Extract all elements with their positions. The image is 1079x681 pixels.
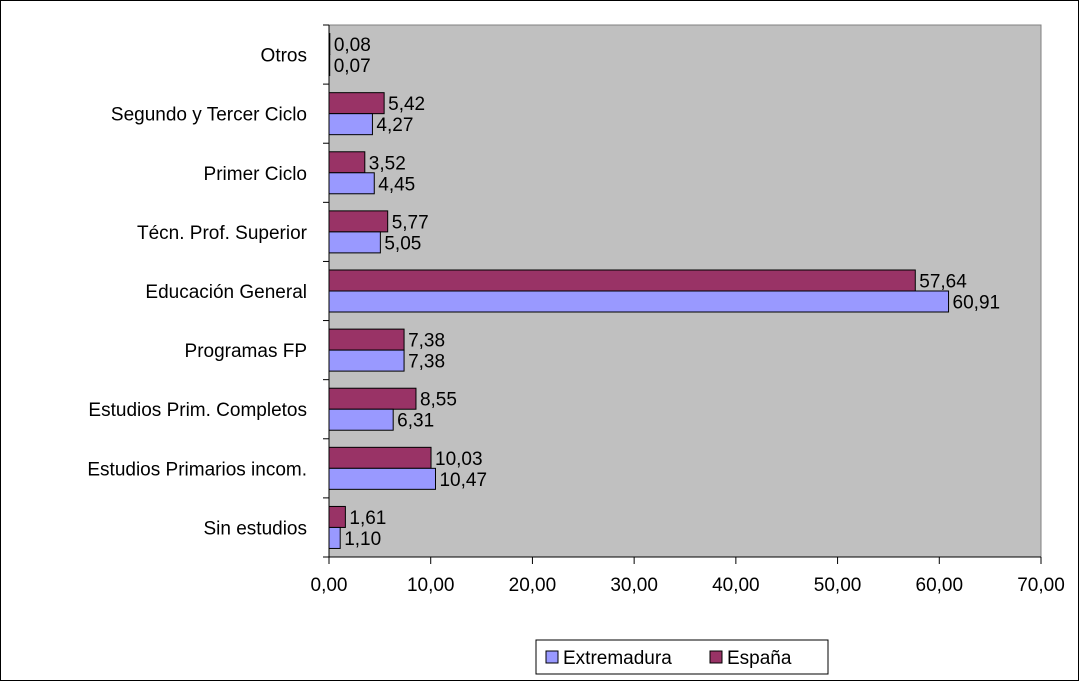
- data-label-españa-8: 0,08: [334, 35, 371, 56]
- data-label-españa-0: 1,61: [349, 508, 386, 529]
- legend-label-españa: España: [727, 648, 792, 669]
- bar-extremadura-6: [328, 172, 375, 195]
- x-tick-label-2: 20,00: [509, 575, 557, 596]
- axes-group: Sin estudios Estudios Primarios incom. Est…: [87, 24, 1065, 596]
- data-label-extremadura-2: 6,31: [397, 411, 434, 432]
- x-tick-label-6: 60,00: [916, 575, 964, 596]
- data-label-extremadura-8: 0,07: [334, 56, 371, 77]
- category-label-4: Educación General: [145, 282, 307, 303]
- data-label-españa-6: 3,52: [369, 153, 406, 174]
- category-label-0: Sin estudios: [203, 518, 307, 539]
- bar-españa-1: [328, 446, 432, 469]
- data-label-extremadura-1: 10,47: [439, 470, 487, 491]
- data-label-españa-2: 8,55: [420, 390, 457, 411]
- x-tick-label-5: 50,00: [814, 575, 862, 596]
- x-tick-label-0: 0,00: [311, 575, 348, 596]
- bar-extremadura-0: [328, 526, 341, 549]
- data-label-extremadura-5: 5,05: [384, 233, 421, 254]
- data-label-extremadura-7: 4,27: [376, 115, 413, 136]
- legend-box: [535, 639, 829, 675]
- legend-swatch-españa: [709, 650, 723, 664]
- bar-extremadura-2: [328, 408, 394, 431]
- legend-swatch-extremadura: [545, 650, 559, 664]
- data-label-extremadura-6: 4,45: [378, 174, 415, 195]
- x-tick-label-4: 40,00: [712, 575, 760, 596]
- bar-españa-5: [328, 210, 389, 233]
- category-label-1: Estudios Primarios incom.: [87, 459, 307, 480]
- data-label-españa-4: 57,64: [919, 272, 967, 293]
- bar-extremadura-3: [328, 349, 405, 372]
- category-label-6: Primer Ciclo: [204, 164, 307, 185]
- bar-extremadura-5: [328, 231, 381, 254]
- x-tick-label-3: 30,00: [610, 575, 658, 596]
- x-tick-label-1: 10,00: [407, 575, 455, 596]
- category-label-3: Programas FP: [185, 341, 307, 362]
- category-label-8: Otros: [261, 46, 307, 67]
- bars-group: [328, 33, 950, 549]
- bar-extremadura-4: [328, 290, 950, 313]
- legend-label-extremadura: Extremadura: [563, 648, 672, 669]
- bar-españa-7: [328, 92, 385, 115]
- data-label-extremadura-0: 1,10: [344, 529, 381, 550]
- data-label-extremadura-3: 7,38: [408, 352, 445, 373]
- bar-españa-0: [328, 505, 346, 528]
- data-label-españa-3: 7,38: [408, 331, 445, 352]
- data-label-españa-7: 5,42: [388, 94, 425, 115]
- legend: Extremadura España: [535, 639, 829, 675]
- data-label-extremadura-4: 60,91: [953, 293, 1001, 314]
- bar-españa-6: [328, 151, 366, 174]
- data-label-españa-1: 10,03: [435, 449, 483, 470]
- category-label-7: Segundo y Tercer Ciclo: [111, 105, 307, 126]
- bar-españa-4: [328, 269, 916, 292]
- x-tick-label-7: 70,00: [1017, 575, 1065, 596]
- bar-españa-3: [328, 328, 405, 351]
- data-label-españa-5: 5,77: [392, 212, 429, 233]
- category-label-5: Técn. Prof. Superior: [137, 223, 308, 244]
- bar-españa-2: [328, 387, 417, 410]
- bar-extremadura-1: [328, 467, 436, 490]
- category-label-2: Estudios Prim. Completos: [88, 400, 307, 421]
- bar-extremadura-7: [328, 113, 373, 136]
